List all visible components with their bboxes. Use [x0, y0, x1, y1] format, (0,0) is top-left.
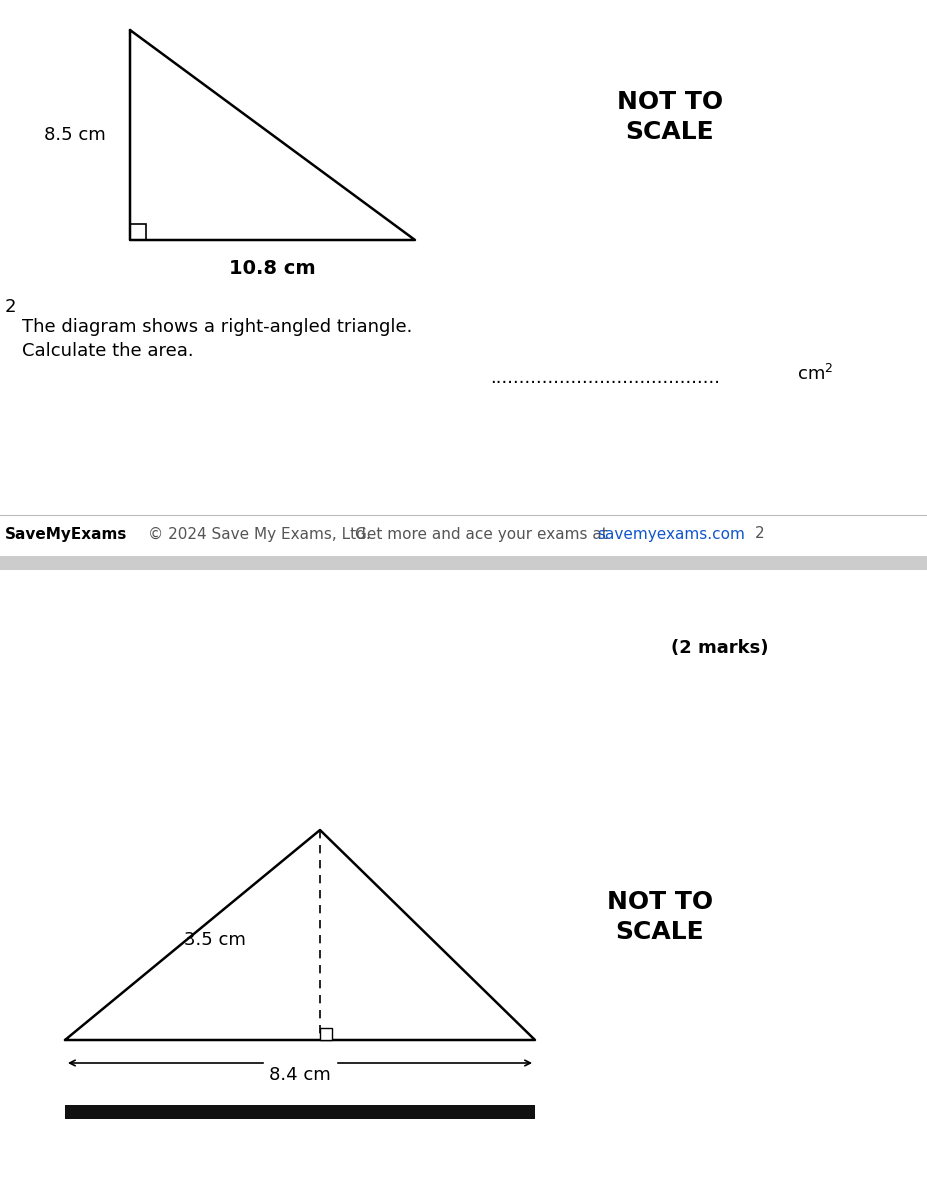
Text: Calculate the area.: Calculate the area. [22, 342, 194, 360]
Text: 8.5 cm: 8.5 cm [44, 126, 106, 144]
Text: NOT TO
SCALE: NOT TO SCALE [616, 90, 722, 144]
Text: 2: 2 [755, 527, 764, 542]
Bar [130, 224, 146, 240]
Bar [65, 1105, 535, 1120]
Text: 2: 2 [823, 361, 831, 374]
Text: 3.5 cm: 3.5 cm [184, 931, 246, 950]
Bar [0, 570, 927, 1181]
Text: savemyexams.com: savemyexams.com [596, 527, 744, 542]
Bar [0, 556, 927, 570]
Text: ........................................: ........................................ [489, 368, 719, 387]
Text: 8.4 cm: 8.4 cm [269, 1066, 331, 1084]
Text: SaveMyExams: SaveMyExams [5, 527, 127, 542]
Text: 2: 2 [5, 298, 17, 317]
Bar [320, 1027, 332, 1040]
Text: © 2024 Save My Exams, Ltd.: © 2024 Save My Exams, Ltd. [147, 527, 371, 542]
Text: (2 marks): (2 marks) [670, 639, 768, 657]
Text: Get more and ace your exams at: Get more and ace your exams at [355, 527, 612, 542]
Text: The diagram shows a right-angled triangle.: The diagram shows a right-angled triangl… [22, 318, 412, 337]
Text: 10.8 cm: 10.8 cm [228, 259, 315, 278]
Text: NOT TO
SCALE: NOT TO SCALE [606, 890, 712, 944]
Text: cm: cm [797, 365, 824, 383]
